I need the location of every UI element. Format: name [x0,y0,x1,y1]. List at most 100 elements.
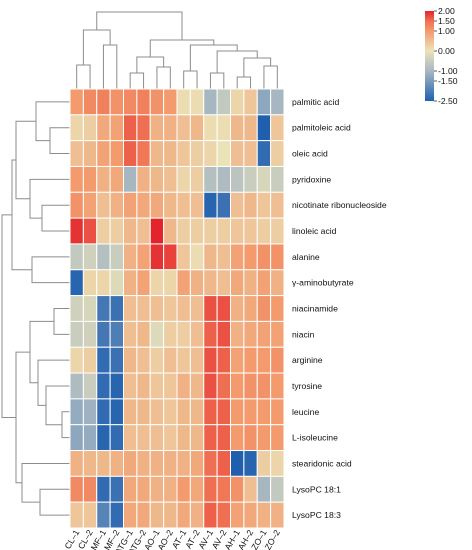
heatmap-cell [123,114,138,142]
heatmap-cell [109,165,124,193]
heatmap-cell [216,346,231,374]
heatmap-cell [136,243,151,271]
legend-tick-label: 1.00 [438,26,455,36]
heatmap-cell [136,217,151,245]
row-labels: palmitic acid palmitoleic acid oleic acid p… [292,97,387,520]
heatmap-cell [203,165,218,193]
heatmap-cell [203,475,218,503]
heatmap-cell [216,140,231,167]
heatmap-cell [216,191,231,219]
heatmap-cell [149,191,165,219]
heatmap-cell [256,450,272,477]
heatmap-cell [69,88,84,116]
heatmap-cell [123,450,138,477]
color-legend: 2.001.501.00 0.00 -1.00-1.50 -2.50 [425,6,458,106]
heatmap-cell [109,424,124,452]
row-label: palmitoleic acid [292,123,351,133]
heatmap-cell [149,217,165,245]
heatmap-cell [216,450,231,477]
heatmap-cell [243,475,258,503]
dendrogram-branch [236,76,252,89]
heatmap-cell [69,346,84,374]
legend-tick-label: 2.00 [438,6,455,16]
heatmap-cell [189,295,205,322]
heatmap-cell [109,501,124,529]
heatmap-cell [163,191,178,219]
heatmap-cell [176,424,191,452]
heatmap-cell [123,424,138,452]
dendrogram-branch [263,65,278,89]
heatmap-cell [176,450,191,477]
heatmap-cell [123,398,138,426]
heatmap-cell [82,140,98,167]
heatmap-cell [256,475,272,503]
heatmap-cell [243,114,258,142]
heatmap-cell [96,424,111,452]
heatmap-cell [123,346,138,374]
heatmap-cell [243,295,258,322]
heatmap-cell [230,217,245,245]
heatmap-cell [243,320,258,348]
heatmap-cell [163,501,178,529]
heatmap-cell [189,424,205,452]
heatmap-cell [216,165,231,193]
legend-tick-label: -2.50 [438,96,458,106]
heatmap-cell [96,475,111,503]
legend-tick-label: 0.00 [438,46,455,56]
legend-tick-label: 1.50 [438,16,455,26]
heatmap-cell [216,501,231,529]
heatmap-cell [82,269,98,297]
heatmap-cell [270,243,285,271]
dendrogram-branch [96,11,183,40]
heatmap-cell [176,501,191,529]
heatmap-cell [243,269,258,297]
heatmap-cell [123,217,138,245]
heatmap-cell [136,140,151,167]
column-labels: CL–1CL–2MF–1MF–2ATG–1ATG–2AO–1AO–2AT–1AT… [62,528,282,550]
heatmap-cell [123,372,138,400]
heatmap-cell [96,295,111,322]
heatmap-cell [216,114,231,142]
heatmap-cell [270,217,285,245]
dendrogram-branch [39,488,70,516]
heatmap-cell [243,398,258,426]
heatmap-cell [96,346,111,374]
heatmap-cell [176,88,191,116]
heatmap-cell [163,243,178,271]
heatmap-cell [109,450,124,477]
row-label: palmitic acid [292,97,340,107]
heatmap-cell [243,450,258,477]
heatmap-cell [270,88,285,116]
heatmap-cell [243,372,258,400]
heatmap-cell [163,295,178,322]
heatmap-cell [243,140,258,167]
row-label: leucine [292,407,319,417]
heatmap-cell [163,450,178,477]
heatmap-cell [176,165,191,193]
heatmap-cell [163,372,178,400]
heatmap-cell [243,88,258,116]
heatmap-cell [216,320,231,348]
heatmap-cell [149,295,165,322]
heatmap-cell [149,88,165,116]
dendrogram-branch [216,50,258,73]
heatmap-cell [189,114,205,142]
row-dendrogram [1,101,70,516]
heatmap-cell [256,217,272,245]
heatmap-cell [176,217,191,245]
dendrogram-branch [209,72,225,89]
heatmap-cell [136,424,151,452]
heatmap-cell [82,424,98,452]
heatmap-cell [109,346,124,374]
heatmap-cell [123,320,138,348]
heatmap-cell [243,217,258,245]
dendrogram-branch [183,70,198,89]
heatmap-cell [203,88,218,116]
heatmap-cell [149,398,165,426]
row-label: niacinamide [292,304,338,314]
heatmap-cell [256,424,272,452]
heatmap-cell [69,295,84,322]
heatmap-cell [176,295,191,322]
heatmap-cell [109,269,124,297]
